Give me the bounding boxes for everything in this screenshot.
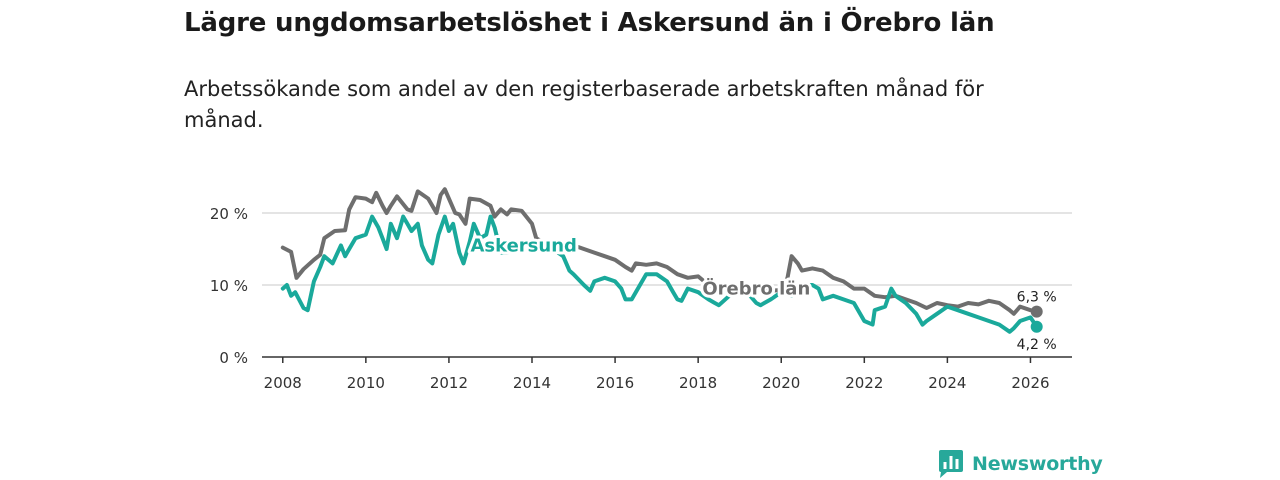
series-end-label: 4,2 % [1017, 337, 1057, 353]
x-tick-label: 2008 [264, 374, 302, 392]
y-tick-label: 20 % [210, 205, 248, 223]
series-line-askersund [280, 214, 1039, 334]
x-tick-label: 2012 [430, 374, 468, 392]
x-tick-label: 2026 [1011, 374, 1049, 392]
x-tick-label: 2022 [845, 374, 883, 392]
series-line--rebro-l-n [280, 187, 1039, 316]
x-tick-label: 2016 [596, 374, 634, 392]
series-end-label: 6,3 % [1017, 290, 1057, 306]
brand-logo[interactable]: Newsworthy [937, 449, 1103, 479]
y-tick-label: 0 % [219, 349, 248, 367]
series-end-marker [1030, 320, 1043, 333]
x-tick-label: 2018 [679, 374, 717, 392]
series-label: Örebro län [702, 278, 810, 300]
y-tick-label: 10 % [210, 277, 248, 295]
series-label: Askersund [470, 235, 576, 256]
bar-chart-logo-icon [939, 450, 963, 478]
page-title: Lägre ungdomsarbetslöshet i Askersund än… [184, 8, 995, 38]
x-tick-label: 2014 [513, 374, 551, 392]
x-tick-label: 2010 [347, 374, 385, 392]
page-subtitle: Arbetssökande som andel av den registerb… [184, 77, 984, 132]
x-tick-label: 2020 [762, 374, 800, 392]
x-tick-label: 2024 [928, 374, 966, 392]
brand-name: Newsworthy [972, 453, 1103, 475]
series-end-marker [1030, 305, 1043, 318]
